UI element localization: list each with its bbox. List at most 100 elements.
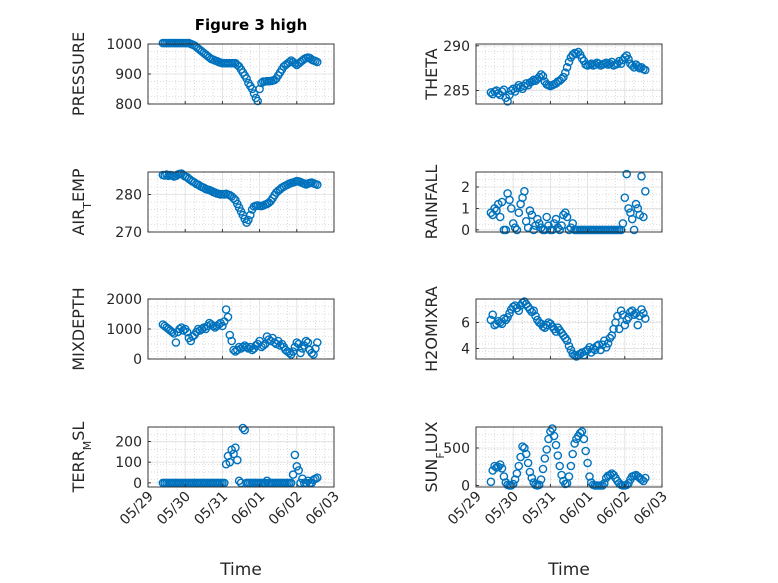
data-point [559,72,568,82]
data-point [534,219,544,228]
data-point [601,342,611,352]
data-point [562,336,572,346]
data-point [501,225,511,235]
data-point [549,431,559,441]
data-point [490,461,499,471]
axes-box [475,171,663,233]
data-point [520,186,529,196]
y-tick-label: 1000 [106,37,142,53]
x-tick-label: 05/30 [154,489,194,529]
data-point [538,71,548,81]
data-point [312,473,322,483]
y-tick-label: 200 [115,434,142,450]
data-point [551,214,561,224]
y-axis-label: THETA [422,48,441,100]
data-point [309,350,318,359]
data-point [557,221,566,230]
data-point [301,336,311,346]
data-point [523,458,533,468]
data-point [616,306,626,316]
data-point [208,321,218,331]
data-point [290,59,300,68]
subplot-mixdepth: 0 1000 2000 MIXDEPTH [69,287,335,371]
x-tick-label: 05/30 [482,489,522,529]
data-point [219,478,229,488]
data-point [534,480,544,490]
data-point [296,348,305,358]
data-point [497,197,507,207]
data-series [158,423,322,488]
x-axis-label: Time [219,560,262,580]
data-point [527,210,537,220]
data-point [518,442,527,451]
data-point [561,68,570,77]
data-point [525,206,535,215]
data-point [633,320,643,330]
data-point [503,312,512,322]
data-point [240,425,249,435]
data-point [585,472,594,481]
data-series [158,38,322,106]
data-point [562,212,572,222]
y-tick-label: 4 [461,342,470,358]
data-series [486,169,650,235]
y-tick-label: 1000 [106,322,142,338]
data-point [232,455,242,465]
data-point [624,54,633,64]
y-tick-label: 0 [133,476,142,492]
data-point [555,225,565,235]
data-point [639,308,648,318]
data-point [622,169,632,179]
data-point [508,479,518,489]
data-point [572,49,581,59]
y-axis-label: AIRTEMP [69,168,94,235]
data-series [486,424,650,490]
y-tick-label: 0 [461,479,470,495]
data-point [312,338,322,347]
data-point [637,475,646,484]
x-tick-label: 06/01 [557,489,597,529]
data-point [639,212,648,222]
data-point [292,461,302,471]
subplot-pressure: 800 900 1000 PRESSURE [69,32,335,116]
data-point [499,314,509,323]
data-point [529,225,539,235]
y-tick-label: 500 [443,441,470,457]
data-point [575,428,585,438]
data-point [167,327,177,337]
y-tick-label: 0 [133,352,142,368]
data-point [568,449,578,459]
x-tick-label: 05/29 [117,489,157,529]
data-point [521,449,531,459]
axes-box [147,171,335,233]
data-point [182,327,192,337]
x-tick-label: 06/02 [594,489,634,529]
y-axis-label: MIXDEPTH [69,287,88,370]
x-tick-label: 05/31 [519,489,559,529]
data-point [499,472,509,481]
data-point [258,341,268,350]
data-point [510,475,520,484]
data-point [536,475,546,484]
data-point [514,306,524,316]
data-point [564,57,574,67]
data-point [533,214,542,224]
y-axis-label: RAINFALL [422,165,441,240]
x-axis-label: Time [547,560,590,580]
x-tick-label: 06/03 [631,489,671,529]
data-point [538,464,548,474]
data-point [238,423,248,433]
data-point [225,330,235,340]
data-point [579,434,589,444]
data-point [234,476,244,486]
data-point [551,440,561,450]
data-point [288,470,298,479]
data-point [641,65,650,75]
y-tick-label: 2000 [106,292,142,308]
data-point [294,466,304,475]
data-point [536,70,546,79]
data-point [581,446,591,456]
data-point [221,305,231,314]
subplot-sun-flux: 050005/2905/3005/3106/0106/0206/03TimeSU… [422,421,671,580]
